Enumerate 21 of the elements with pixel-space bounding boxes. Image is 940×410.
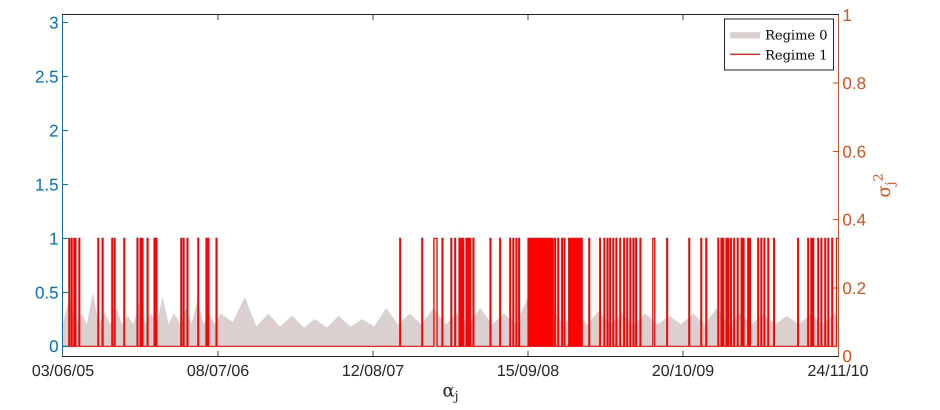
x-tick-label: 20/10/09 xyxy=(652,363,714,380)
x-tick-label: 24/11/10 xyxy=(807,363,869,380)
x-tick-label: 15/09/08 xyxy=(496,363,560,380)
y-tick-label: 2.5 xyxy=(34,67,59,86)
x-axis-title: α$_{j}$ xyxy=(442,380,459,404)
y-tick-label: 1.5 xyxy=(34,175,59,194)
y-tick-label: 1 xyxy=(49,229,59,248)
y2-tick-label: 0.6 xyxy=(842,142,866,162)
x-tick-label: 12/08/07 xyxy=(342,363,404,380)
legend-label: Regime 0 xyxy=(765,28,828,44)
y2-tick-label: 0.8 xyxy=(842,74,866,94)
y-tick-label: 0 xyxy=(49,337,59,356)
y-tick-label: 3 xyxy=(49,14,59,32)
legend-label: Regime 1 xyxy=(765,48,828,64)
y2-tick-label: 0.2 xyxy=(842,278,866,298)
y2-tick-label: 1 xyxy=(842,6,852,25)
x-tick-label: 08/07/06 xyxy=(186,363,250,380)
x-tick-label: 03/06/05 xyxy=(32,363,94,380)
y-tick-label: 2 xyxy=(49,121,59,140)
y2-tick-label: 0.4 xyxy=(842,210,866,230)
y-tick-label: 0.5 xyxy=(34,283,59,302)
